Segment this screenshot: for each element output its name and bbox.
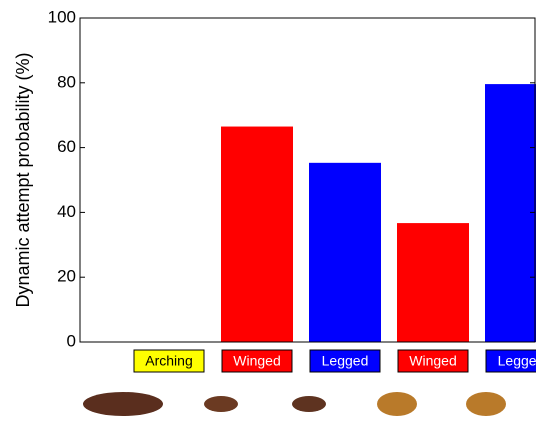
y-tick-label: 20 bbox=[57, 267, 76, 286]
y-tick-label: 60 bbox=[57, 137, 76, 156]
y-tick-label: 100 bbox=[48, 7, 76, 26]
y-tick-label: 0 bbox=[67, 331, 76, 350]
x-tick-label: Legged bbox=[498, 353, 536, 369]
y-tick-label: 80 bbox=[57, 72, 76, 91]
chart: Dynamic attempt probability (%) Arching W… bbox=[0, 0, 536, 430]
x-tick-label: Arching bbox=[145, 353, 192, 369]
bar bbox=[485, 84, 536, 342]
insect bbox=[466, 392, 506, 416]
insect-images bbox=[83, 392, 506, 416]
insect bbox=[204, 396, 238, 412]
page: Dynamic attempt probability (%) Arching W… bbox=[0, 0, 536, 430]
insect bbox=[83, 392, 163, 416]
insect bbox=[377, 392, 417, 416]
bar bbox=[309, 163, 381, 342]
bar bbox=[397, 223, 469, 342]
x-tick-label: Legged bbox=[322, 353, 369, 369]
x-tick-label: Winged bbox=[409, 353, 456, 369]
x-tick-label: Winged bbox=[233, 353, 280, 369]
y-axis-label: Dynamic attempt probability (%) bbox=[13, 52, 33, 307]
insect bbox=[292, 396, 326, 412]
y-tick-label: 40 bbox=[57, 202, 76, 221]
bar bbox=[221, 127, 293, 342]
